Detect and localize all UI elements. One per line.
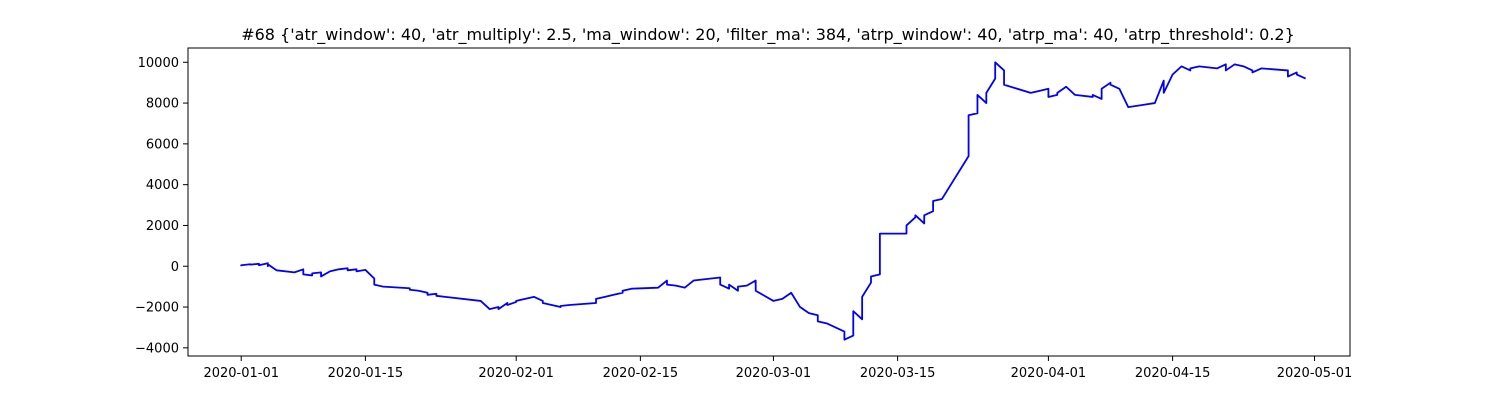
y-tick-label: −4000 <box>135 341 179 356</box>
plot-area <box>240 61 1307 341</box>
y-tick-label: −2000 <box>135 301 179 316</box>
x-tick-label: 2020-02-01 <box>478 366 554 381</box>
y-tick-label: 8000 <box>146 97 179 112</box>
y-tick-label: 6000 <box>146 137 179 152</box>
y-tick-label: 10000 <box>138 56 179 71</box>
plot-frame <box>187 47 1351 357</box>
x-tick-label: 2020-02-15 <box>603 366 679 381</box>
x-tick-label: 2020-04-15 <box>1135 366 1211 381</box>
y-tick-label: 0 <box>171 260 179 275</box>
x-tick-label: 2020-01-15 <box>328 366 404 381</box>
x-tick-label: 2020-01-01 <box>203 366 279 381</box>
x-tick-label: 2020-05-01 <box>1277 366 1353 381</box>
y-tick-label: 2000 <box>146 219 179 234</box>
chart-title: #68 {'atr_window': 40, 'atr_multiply': 2… <box>241 25 1295 45</box>
axis-ticks: 2020-01-01 2020-01-15 2020-02-01 2020-02-15… <box>135 56 1352 381</box>
series-line-1 <box>240 61 1307 341</box>
x-tick-label: 2020-04-01 <box>1011 366 1087 381</box>
x-tick-label: 2020-03-01 <box>736 366 812 381</box>
y-tick-label: 4000 <box>146 178 179 193</box>
x-tick-label: 2020-03-15 <box>860 366 936 381</box>
